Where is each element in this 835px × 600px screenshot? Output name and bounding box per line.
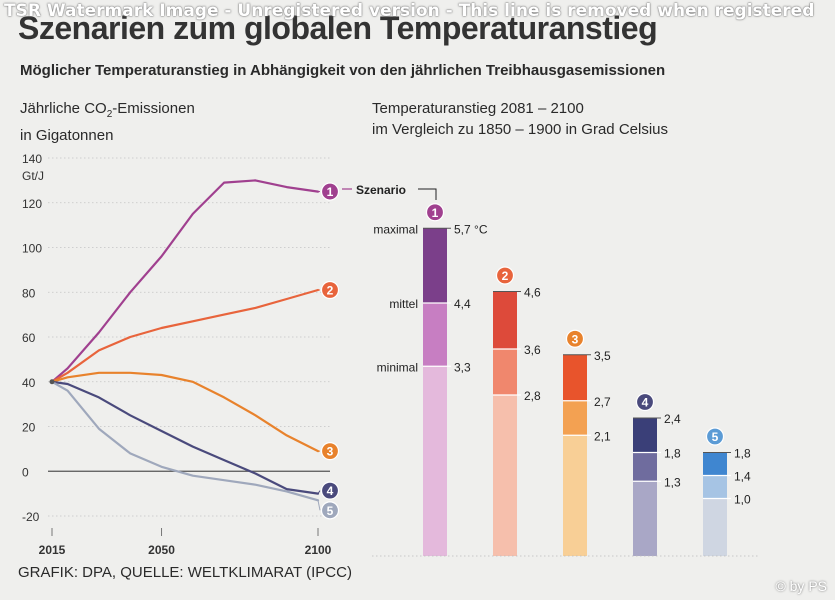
bar-segment-mid-4 (633, 452, 657, 482)
y-tick-label: 120 (22, 197, 42, 211)
series-line-1 (50, 179, 320, 383)
series-badge-label-2: 2 (327, 284, 334, 298)
left-label-part1: Jährliche CO (20, 100, 107, 117)
bar-label-mid-1: 4,4 (454, 297, 471, 311)
left-label-sub: 2 (106, 109, 113, 120)
series-line-3 (50, 371, 320, 453)
right-label-line2: im Vergleich zu 1850 – 1900 in Grad Cels… (372, 121, 669, 138)
series-badge-1 (320, 182, 340, 201)
bar-badge-1 (425, 203, 445, 222)
series-badge-label-4: 4 (327, 484, 334, 498)
bar-badge-2 (495, 266, 515, 285)
y-tick-label: 40 (22, 376, 36, 390)
level-label-1: mittel (389, 297, 418, 311)
bar-badge-label-3: 3 (572, 332, 579, 346)
start-point (49, 379, 55, 385)
bar-segment-max-2 (493, 291, 517, 349)
bar-badge-4 (635, 392, 655, 412)
bar-label-mid-3: 2,7 (594, 395, 611, 409)
page-title: Szenarien zum globalen Temperaturanstieg (18, 10, 658, 46)
bar-segment-mid-1 (423, 303, 447, 367)
left-label-part2: -Emissionen (112, 100, 195, 117)
bar-segment-max-5 (703, 452, 727, 476)
level-label-2: minimal (377, 360, 418, 374)
y-tick-label: -20 (22, 510, 40, 524)
y-tick-label: 0 (22, 465, 29, 479)
copyright: © by PS (775, 578, 827, 594)
series-badge-label-5: 5 (327, 504, 334, 518)
series-badge-5 (320, 501, 340, 520)
series-leader-4 (317, 490, 321, 494)
bar-label-min-3: 2,1 (594, 429, 611, 443)
bar-badge-label-4: 4 (642, 396, 649, 410)
left-axis-title: Jährliche CO2-Emissionen in Gigatonnen (20, 98, 195, 146)
series-badge-2 (320, 280, 340, 300)
watermark: TSR Watermark Image - Unregistered versi… (4, 1, 815, 21)
x-tick-label: 2050 (148, 543, 175, 557)
x-tick-label: 2015 (39, 543, 66, 557)
bar-segment-min-5 (703, 498, 727, 556)
series-badge-label-3: 3 (327, 445, 334, 459)
series-leader-5 (317, 500, 321, 511)
left-label-line2: in Gigatonnen (20, 127, 114, 144)
x-tick-label: 2100 (305, 543, 332, 557)
y-tick-label: 100 (22, 242, 42, 256)
bar-segment-min-4 (633, 481, 657, 556)
bar-label-max-4: 2,4 (664, 412, 681, 426)
bar-segment-min-2 (493, 395, 517, 556)
series-line-2 (50, 288, 320, 383)
bar-label-max-2: 4,6 (524, 286, 541, 300)
bar-label-min-1: 3,3 (454, 360, 471, 374)
bar-label-min-5: 1,0 (734, 493, 751, 507)
bar-badge-label-1: 1 (432, 206, 439, 220)
bar-badge-label-5: 5 (712, 430, 719, 444)
bar-label-max-3: 3,5 (594, 349, 611, 363)
bar-segment-mid-5 (703, 475, 727, 499)
bar-badge-5 (705, 427, 725, 446)
bar-label-mid-4: 1,8 (664, 447, 681, 461)
series-line-4 (50, 380, 320, 495)
y-tick-label: 20 (22, 421, 36, 435)
bar-segment-mid-3 (563, 400, 587, 436)
y-tick-label: 80 (22, 286, 36, 300)
bar-label-mid-2: 3,6 (524, 343, 541, 357)
bar-badge-3 (565, 329, 585, 348)
y-tick-label: 140 (22, 152, 42, 166)
series-line-5 (50, 380, 320, 502)
bar-label-mid-5: 1,4 (734, 470, 751, 484)
bar-label-min-2: 2,8 (524, 389, 541, 403)
y-unit-label: Gt/J (22, 169, 44, 183)
level-label-0: maximal (373, 222, 418, 236)
bar-badge-label-2: 2 (502, 269, 509, 283)
bar-segment-min-1 (423, 366, 447, 556)
series-badge-4 (320, 481, 340, 500)
right-chart-title: Temperaturanstieg 2081 – 2100 im Verglei… (372, 98, 668, 140)
bar-segment-max-4 (633, 418, 657, 453)
right-label-line1: Temperaturanstieg 2081 – 2100 (372, 100, 584, 117)
bar-segment-min-3 (563, 435, 587, 556)
page-subtitle: Möglicher Temperaturanstieg in Abhängigk… (20, 62, 666, 79)
y-tick-label: 60 (22, 331, 36, 345)
bar-segment-max-1 (423, 228, 447, 303)
series-badge-3 (320, 442, 340, 461)
bar-label-min-4: 1,3 (664, 475, 681, 489)
bar-segment-max-3 (563, 354, 587, 401)
scenario-legend-title: Szenario (356, 183, 406, 197)
scenario-legend-connector (418, 188, 437, 200)
bar-segment-mid-2 (493, 349, 517, 395)
bar-label-max-1: 5,7 °C (454, 222, 488, 236)
source-credit: GRAFIK: DPA, QUELLE: WELTKLIMARAT (IPCC) (18, 564, 352, 581)
bar-label-max-5: 1,8 (734, 447, 751, 461)
series-badge-label-1: 1 (327, 185, 334, 199)
